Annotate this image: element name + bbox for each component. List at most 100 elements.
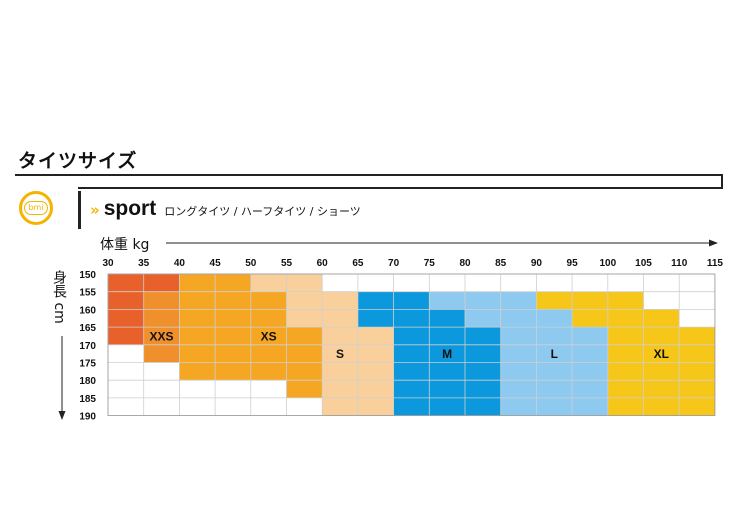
size-cell	[429, 380, 465, 398]
size-cell	[393, 274, 430, 292]
size-cell	[607, 291, 644, 310]
size-cell	[143, 327, 180, 345]
size-cell	[357, 291, 394, 310]
size-cell	[108, 362, 144, 381]
x-axis-title: 体重 kg	[100, 237, 150, 253]
size-label-xxs: XXS	[150, 329, 174, 343]
size-cell	[215, 380, 251, 398]
size-cell	[250, 380, 287, 398]
x-tick-label: 60	[317, 258, 329, 269]
x-tick-label: 110	[671, 258, 688, 269]
size-cell	[679, 380, 715, 398]
size-cell	[572, 344, 608, 363]
size-cell	[465, 344, 501, 363]
size-cell	[393, 397, 430, 416]
x-tick-label: 90	[531, 258, 543, 269]
size-cell	[179, 309, 216, 328]
y-axis-title: 身長 cm	[51, 270, 67, 324]
x-tick-label: 35	[138, 258, 150, 269]
size-cell	[322, 362, 358, 381]
x-tick-label: 40	[174, 258, 186, 269]
size-cell	[143, 344, 180, 363]
x-tick-label: 80	[459, 258, 471, 269]
size-cell	[465, 327, 501, 345]
size-cell	[465, 274, 501, 292]
size-cell	[536, 309, 573, 328]
page-title: タイツサイズ	[18, 150, 138, 172]
size-cell	[108, 327, 144, 345]
size-cell	[215, 344, 251, 363]
x-tick-label: 30	[102, 258, 114, 269]
size-cell	[322, 291, 358, 310]
size-cell	[286, 309, 323, 328]
size-cell	[536, 344, 573, 363]
y-tick-label: 170	[79, 341, 96, 352]
size-cell	[643, 362, 680, 381]
size-cell	[643, 309, 680, 328]
size-cell	[500, 397, 537, 416]
size-cell	[179, 344, 216, 363]
x-tick-label: 100	[599, 258, 616, 269]
size-label-m: M	[442, 347, 452, 361]
size-cell	[322, 397, 358, 416]
y-tick-label: 165	[79, 323, 96, 334]
size-cell	[179, 380, 216, 398]
size-label-s: S	[336, 347, 344, 361]
size-cell	[250, 291, 287, 310]
size-label-xl: XL	[654, 347, 669, 361]
x-tick-label: 95	[567, 258, 579, 269]
size-cell	[679, 291, 715, 310]
size-cell	[500, 274, 537, 292]
size-cell	[679, 327, 715, 345]
size-cell	[572, 291, 608, 310]
size-cell	[179, 274, 216, 292]
size-cell	[215, 291, 251, 310]
size-cell	[393, 362, 430, 381]
title-divider	[15, 174, 723, 176]
size-cell	[322, 274, 358, 292]
size-cell	[465, 380, 501, 398]
size-cell	[143, 291, 180, 310]
size-cell	[643, 274, 680, 292]
size-cell	[500, 344, 537, 363]
size-cell	[286, 397, 323, 416]
size-cell	[572, 274, 608, 292]
size-cell	[357, 344, 394, 363]
size-cell	[215, 362, 251, 381]
x-tick-label: 105	[635, 258, 652, 269]
size-cell	[286, 274, 323, 292]
size-cell	[322, 309, 358, 328]
section-heading: » sport ロングタイツ / ハーフタイツ / ショーツ	[90, 197, 361, 221]
bmi-logo-icon: bmi	[19, 191, 53, 225]
double-chevron-icon: »	[90, 201, 100, 219]
y-tick-label: 155	[79, 288, 96, 299]
size-cell	[250, 327, 287, 345]
size-cell	[108, 344, 144, 363]
size-cell	[286, 380, 323, 398]
size-cell	[536, 291, 573, 310]
size-cell	[286, 362, 323, 381]
size-cell	[465, 397, 501, 416]
x-tick-label: 45	[210, 258, 222, 269]
size-cell	[679, 362, 715, 381]
size-cell	[679, 397, 715, 416]
size-cell	[572, 327, 608, 345]
size-cell	[215, 397, 251, 416]
size-cell	[465, 291, 501, 310]
size-cell	[143, 274, 180, 292]
size-cell	[607, 397, 644, 416]
size-cell	[179, 397, 216, 416]
x-tick-label: 85	[495, 258, 507, 269]
size-cell	[679, 274, 715, 292]
y-tick-label: 190	[79, 412, 96, 423]
size-cell	[429, 362, 465, 381]
size-cell	[465, 309, 501, 328]
size-cell	[215, 327, 251, 345]
y-tick-label: 150	[79, 270, 96, 281]
size-cell	[108, 309, 144, 328]
size-cell	[536, 380, 573, 398]
size-cell	[322, 327, 358, 345]
size-cell	[357, 362, 394, 381]
size-cell	[143, 397, 180, 416]
